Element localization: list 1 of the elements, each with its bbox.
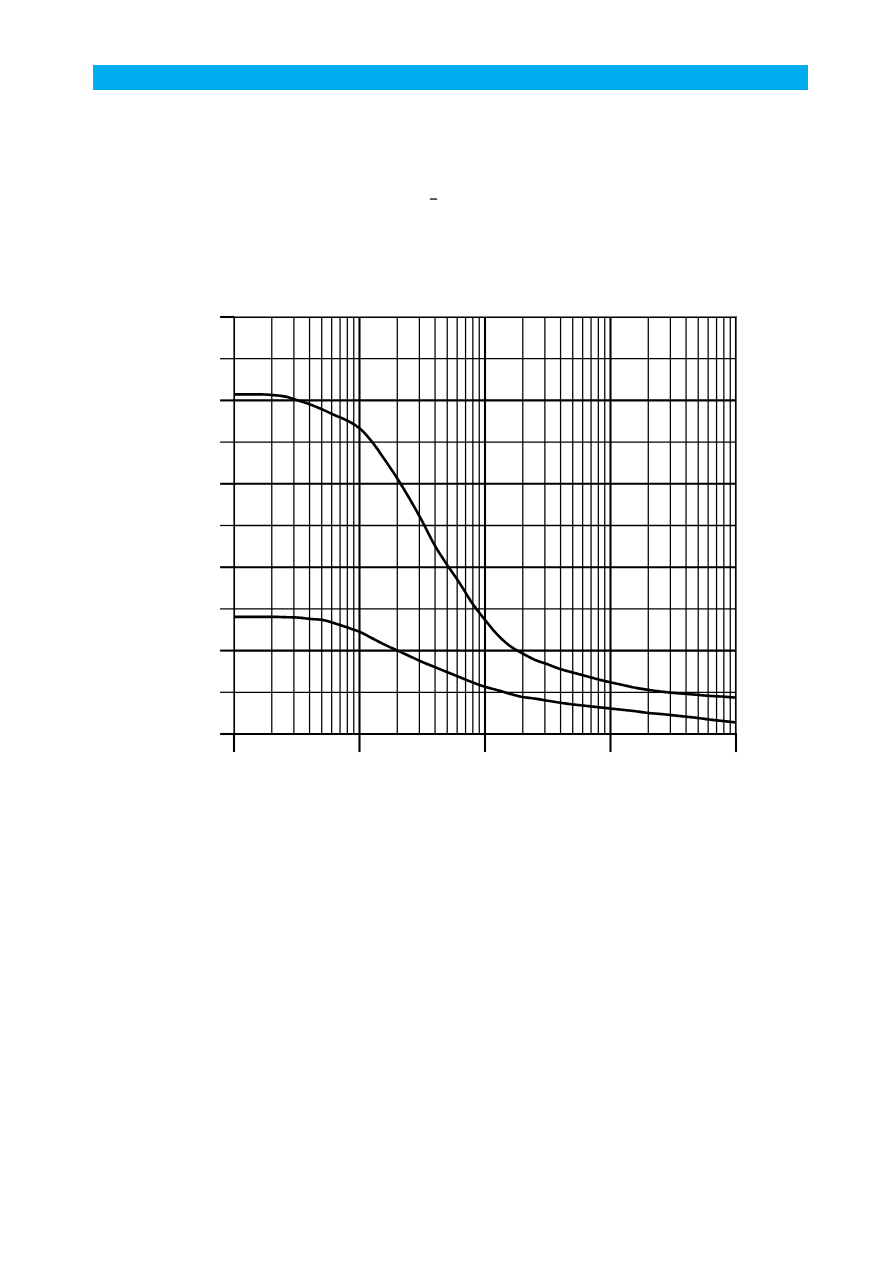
text: – xyxy=(429,198,438,200)
